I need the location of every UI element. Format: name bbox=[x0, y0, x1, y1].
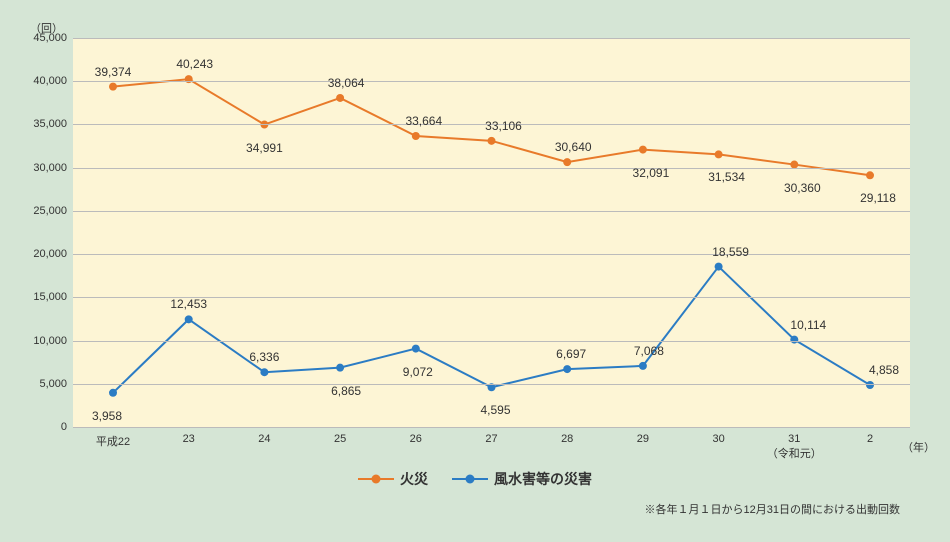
data-label: 33,106 bbox=[485, 119, 522, 133]
data-label: 30,640 bbox=[555, 140, 592, 154]
data-label: 9,072 bbox=[403, 365, 433, 379]
chart-svg bbox=[73, 38, 910, 427]
y-tick-label: 5,000 bbox=[39, 378, 67, 390]
legend-marker bbox=[452, 473, 488, 485]
gridline bbox=[73, 254, 910, 255]
x-axis-unit: （年） bbox=[902, 439, 935, 455]
series-marker bbox=[639, 146, 647, 154]
x-tick-label: 24 bbox=[258, 433, 270, 445]
data-label: 3,958 bbox=[92, 409, 122, 423]
series-marker bbox=[563, 365, 571, 373]
data-label: 40,243 bbox=[176, 57, 213, 71]
data-label: 12,453 bbox=[170, 297, 207, 311]
gridline bbox=[73, 81, 910, 82]
y-tick-label: 0 bbox=[61, 421, 67, 433]
series-marker bbox=[866, 381, 874, 389]
x-tick-label: 27 bbox=[485, 433, 497, 445]
data-label: 39,374 bbox=[95, 65, 132, 79]
series-marker bbox=[109, 83, 117, 91]
gridline bbox=[73, 168, 910, 169]
gridline bbox=[73, 38, 910, 39]
x-tick-label: 2 bbox=[867, 433, 873, 445]
series-marker bbox=[563, 158, 571, 166]
y-tick-label: 30,000 bbox=[33, 162, 67, 174]
data-label: 29,118 bbox=[860, 191, 896, 205]
data-label: 31,534 bbox=[708, 170, 745, 184]
legend-marker bbox=[358, 473, 394, 485]
gridline bbox=[73, 384, 910, 385]
series-marker bbox=[260, 368, 268, 376]
data-label: 10,114 bbox=[790, 318, 826, 332]
data-label: 4,595 bbox=[480, 403, 510, 417]
y-tick-label: 40,000 bbox=[33, 75, 67, 87]
legend-label: 風水害等の災害 bbox=[494, 469, 592, 489]
series-marker bbox=[336, 364, 344, 372]
y-tick-label: 10,000 bbox=[33, 335, 67, 347]
data-label: 7,068 bbox=[634, 344, 664, 358]
data-label: 4,858 bbox=[869, 363, 899, 377]
footnote: ※各年１月１日から12月31日の間における出動回数 bbox=[645, 501, 900, 517]
legend-item: 風水害等の災害 bbox=[452, 469, 592, 489]
data-label: 38,064 bbox=[328, 76, 365, 90]
x-tick-label: 25 bbox=[334, 433, 346, 445]
gridline bbox=[73, 341, 910, 342]
series-marker bbox=[715, 150, 723, 158]
y-tick-label: 25,000 bbox=[33, 205, 67, 217]
y-tick-label: 20,000 bbox=[33, 248, 67, 260]
data-label: 6,865 bbox=[331, 384, 361, 398]
data-label: 30,360 bbox=[784, 181, 821, 195]
data-label: 6,697 bbox=[556, 347, 586, 361]
series-line bbox=[113, 267, 870, 393]
x-tick-label: 平成22 bbox=[96, 433, 130, 449]
legend-item: 火災 bbox=[358, 469, 428, 489]
x-tick-label: 26 bbox=[410, 433, 422, 445]
x-tick-label: 30 bbox=[712, 433, 724, 445]
y-tick-label: 45,000 bbox=[33, 32, 67, 44]
data-label: 33,664 bbox=[405, 114, 442, 128]
series-marker bbox=[639, 362, 647, 370]
data-label: 6,336 bbox=[249, 350, 279, 364]
chart-container: （回） （年） 05,00010,00015,00020,00025,00030… bbox=[15, 20, 935, 527]
x-tick-label: 23 bbox=[183, 433, 195, 445]
data-label: 34,991 bbox=[246, 141, 283, 155]
series-marker bbox=[412, 345, 420, 353]
gridline bbox=[73, 427, 910, 428]
x-tick-label: 29 bbox=[637, 433, 649, 445]
series-marker bbox=[185, 315, 193, 323]
series-marker bbox=[715, 263, 723, 271]
legend: 火災 風水害等の災害 bbox=[15, 469, 935, 489]
gridline bbox=[73, 211, 910, 212]
x-tick-label: 28 bbox=[561, 433, 573, 445]
legend-label: 火災 bbox=[400, 469, 428, 489]
series-marker bbox=[866, 171, 874, 179]
plot-area: 05,00010,00015,00020,00025,00030,00035,0… bbox=[73, 38, 910, 427]
series-marker bbox=[109, 389, 117, 397]
data-label: 32,091 bbox=[633, 166, 670, 180]
series-marker bbox=[488, 137, 496, 145]
series-marker bbox=[336, 94, 344, 102]
x-tick-label: 31（令和元） bbox=[767, 433, 822, 461]
y-tick-label: 15,000 bbox=[33, 291, 67, 303]
series-marker bbox=[412, 132, 420, 140]
data-label: 18,559 bbox=[712, 245, 749, 259]
y-tick-label: 35,000 bbox=[33, 118, 67, 130]
